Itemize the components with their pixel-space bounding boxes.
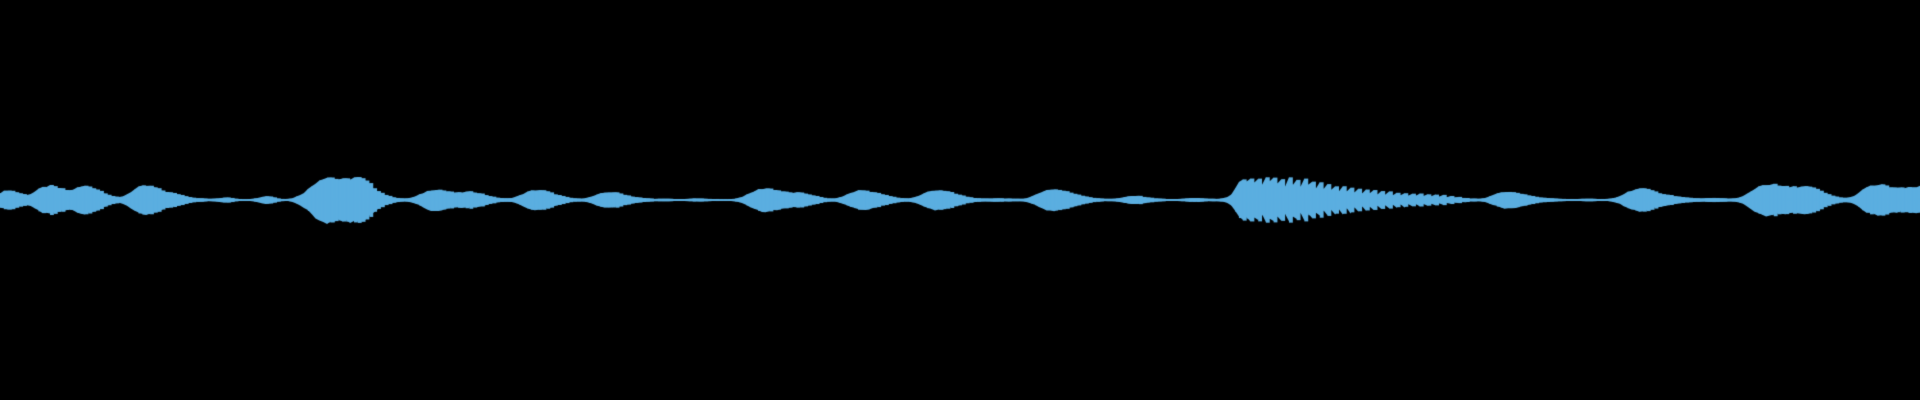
waveform-viewer[interactable]: Audio Waveform [0, 0, 1920, 400]
audio-waveform-canvas[interactable] [0, 0, 1920, 400]
